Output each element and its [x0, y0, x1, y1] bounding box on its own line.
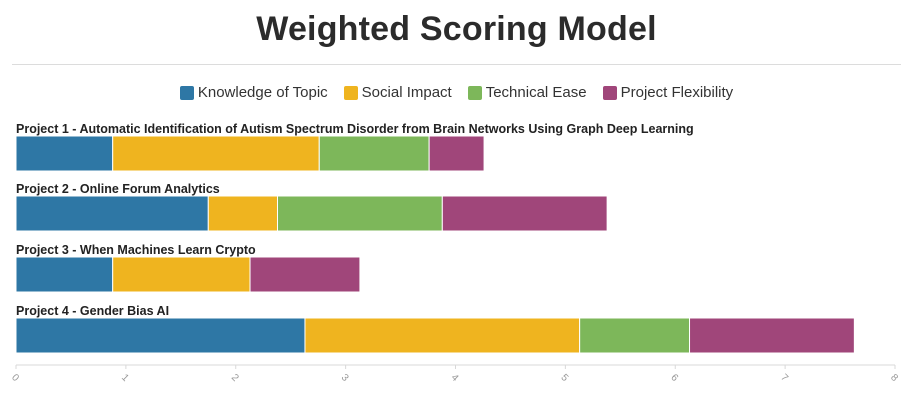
bar-segment[interactable]: [579, 317, 691, 354]
category-label: Project 4 - Gender Bias AI: [16, 304, 169, 318]
chart-legend: Knowledge of Topic Social Impact Technic…: [0, 84, 913, 101]
bar-segment[interactable]: [112, 256, 251, 293]
x-tick-label: 2: [229, 372, 241, 384]
bar-segment[interactable]: [249, 256, 361, 293]
x-tick-label: 6: [668, 372, 680, 384]
bar-segment[interactable]: [207, 195, 279, 232]
legend-label: Social Impact: [361, 84, 452, 101]
x-tick-label: 5: [558, 372, 570, 384]
bar-segment[interactable]: [689, 317, 855, 354]
legend-label: Knowledge of Topic: [197, 84, 328, 101]
category-label: Project 1 - Automatic Identification of …: [16, 122, 694, 136]
bar-segment[interactable]: [428, 135, 485, 172]
legend-item-technical-ease[interactable]: Technical Ease: [467, 84, 587, 101]
legend-label: Project Flexibility: [620, 84, 734, 101]
bar-segment[interactable]: [277, 195, 443, 232]
category-label: Project 3 - When Machines Learn Crypto: [16, 243, 256, 257]
x-tick-label: 0: [9, 372, 21, 384]
bar-segment[interactable]: [15, 317, 306, 354]
x-tick-label: 8: [888, 372, 900, 384]
legend-swatch: [467, 85, 482, 100]
x-tick-label: 1: [119, 372, 131, 384]
chart-title: Weighted Scoring Model: [256, 10, 657, 48]
legend-swatch: [343, 85, 358, 100]
title-divider: [12, 64, 901, 65]
bar-segment[interactable]: [112, 135, 320, 172]
legend-item-knowledge[interactable]: Knowledge of Topic: [179, 84, 328, 101]
x-tick-label: 3: [339, 372, 351, 384]
category-label: Project 2 - Online Forum Analytics: [16, 182, 220, 196]
legend-label: Technical Ease: [485, 84, 587, 101]
bar-segment[interactable]: [15, 195, 209, 232]
legend-item-social-impact[interactable]: Social Impact: [343, 84, 452, 101]
bar-segment[interactable]: [318, 135, 430, 172]
x-tick-label: 7: [778, 372, 790, 384]
bar-segment[interactable]: [304, 317, 581, 354]
x-tick-label: 4: [449, 372, 461, 384]
legend-swatch: [179, 85, 194, 100]
legend-swatch: [602, 85, 617, 100]
bar-segment[interactable]: [15, 135, 114, 172]
bar-segment[interactable]: [15, 256, 114, 293]
bar-segment[interactable]: [441, 195, 608, 232]
legend-item-project-flexibility[interactable]: Project Flexibility: [602, 84, 734, 101]
